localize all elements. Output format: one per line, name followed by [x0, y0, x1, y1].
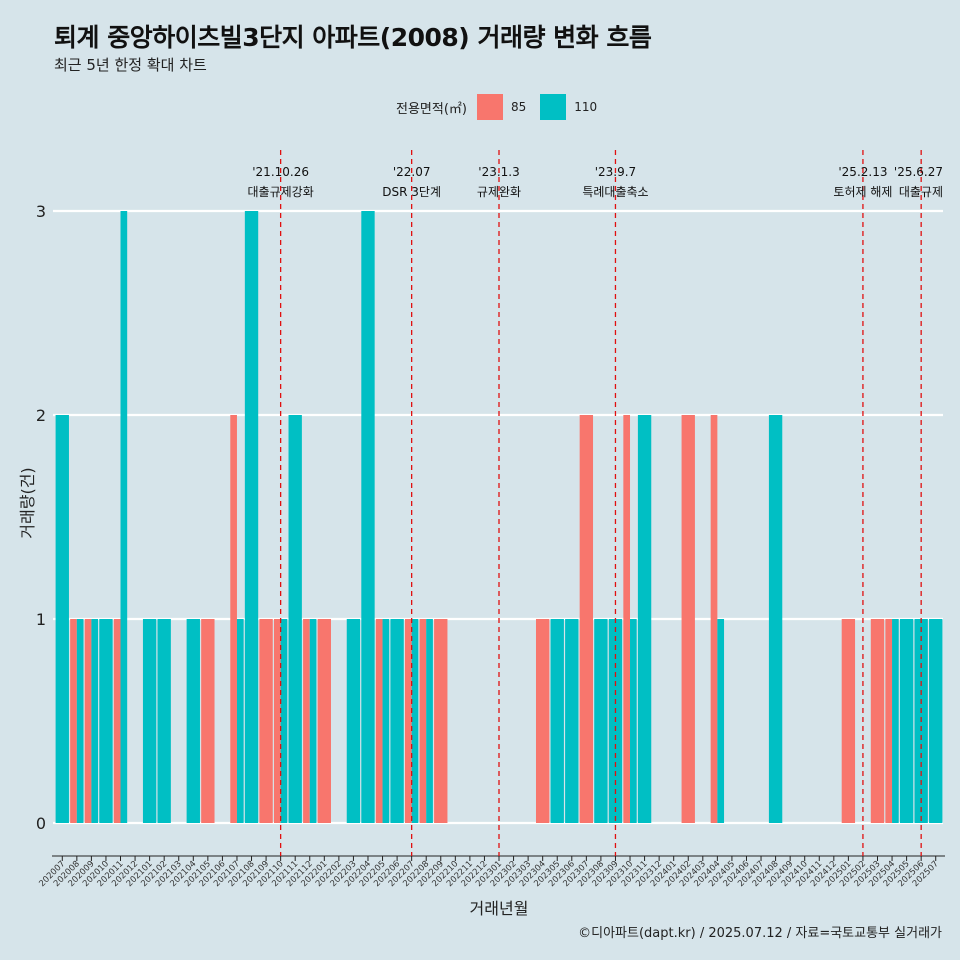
bar-110-202504	[892, 619, 899, 823]
event-date-202207: '22.07	[393, 165, 431, 179]
bar-110-202205	[382, 619, 390, 823]
bar-110-202008	[76, 619, 84, 823]
bar-110-202311	[637, 415, 652, 823]
bar-85-202402	[681, 415, 695, 823]
bar-110-202207	[411, 619, 419, 823]
bar-110-202306	[565, 619, 579, 823]
event-label-202309: 특례대출축소	[582, 185, 648, 199]
bar-110-202408	[768, 415, 783, 823]
bar-85-202112	[303, 619, 310, 823]
event-label-202207: DSR 3단계	[382, 185, 441, 199]
x-axis-title: 거래년월	[470, 899, 529, 918]
bar-85-202201	[317, 619, 331, 823]
legend-swatch-110	[540, 94, 567, 120]
y-tick-label-1: 1	[36, 610, 46, 629]
legend-title: 전용면적(㎡)	[396, 101, 467, 117]
page-title: 퇴계 중앙하이츠빌3단지 아파트(2008) 거래량 변화 흐름	[54, 23, 652, 52]
bar-85-202105	[201, 619, 215, 823]
bar-85-202011	[113, 619, 121, 823]
bar-85-202501	[841, 619, 856, 823]
bar-85-202110	[273, 619, 281, 823]
bar-110-202101	[142, 619, 157, 823]
bar-110-202208	[426, 619, 433, 823]
bar-110-202111	[288, 415, 302, 823]
bar-110-202310	[630, 619, 637, 823]
bar-85-202008	[70, 619, 77, 823]
event-label-202502: 토허제 해제	[833, 185, 892, 199]
legend-label-110: 110	[574, 100, 598, 114]
y-tick-label-3: 3	[36, 202, 46, 221]
bar-110-202112	[309, 619, 317, 823]
bar-85-202107	[230, 415, 237, 823]
event-label-202110: 대출규제강화	[248, 185, 314, 199]
y-tick-label-0: 0	[36, 814, 46, 833]
y-tick-label-2: 2	[36, 406, 46, 425]
y-axis-title: 거래량(건)	[18, 467, 37, 538]
bar-85-202504	[885, 619, 893, 823]
bar-110-202102	[157, 619, 171, 823]
legend-label-85: 85	[510, 100, 527, 114]
legend-swatch-85	[476, 94, 503, 120]
bar-85-202304	[535, 619, 550, 823]
bar-85-202310	[623, 415, 631, 823]
legend-item-110: 110	[540, 94, 597, 120]
bar-85-202307	[579, 415, 594, 823]
bar-85-202209	[434, 619, 448, 823]
bar-85-202208	[419, 619, 427, 823]
page-subtitle: 최근 5년 한정 확대 차트	[54, 56, 207, 74]
bar-110-202203	[346, 619, 361, 823]
bar-110-202308	[594, 619, 608, 823]
bar-110-202108	[244, 211, 259, 823]
bar-110-202104	[186, 619, 200, 823]
bar-85-202404	[710, 415, 718, 823]
event-date-202110: '21.10.26	[252, 165, 309, 179]
legend: 전용면적(㎡) 85 110	[396, 92, 603, 122]
bar-110-202009	[91, 619, 99, 823]
bar-110-202107	[236, 619, 244, 823]
bar-110-202507	[929, 619, 943, 823]
event-date-202301: '23.1.3	[478, 165, 519, 179]
bar-85-202207	[404, 619, 412, 823]
bar-85-202205	[375, 619, 383, 823]
bar-110-202404	[717, 619, 725, 823]
bar-110-202110	[280, 619, 288, 823]
event-date-202506: '25.6.27	[894, 165, 943, 179]
bar-110-202206	[390, 619, 404, 823]
event-date-202502: '25.2.13	[838, 165, 887, 179]
bar-85-202109	[259, 619, 273, 823]
legend-item-85: 85	[476, 94, 527, 120]
bar-110-202007	[55, 415, 69, 823]
event-label-202301: 규제완화	[477, 185, 521, 199]
event-date-202309: '23.9.7	[595, 165, 636, 179]
bar-85-202009	[84, 619, 92, 823]
bar-110-202011	[120, 211, 128, 823]
bar-110-202305	[550, 619, 564, 823]
event-label-202506: 대출규제	[899, 185, 943, 199]
bar-110-202505	[899, 619, 914, 823]
bar-110-202010	[99, 619, 113, 823]
bar-110-202204	[361, 211, 375, 823]
bar-85-202503	[870, 619, 885, 823]
caption: ©디아파트(dapt.kr) / 2025.07.12 / 자료=국토교통부 실…	[578, 926, 942, 941]
